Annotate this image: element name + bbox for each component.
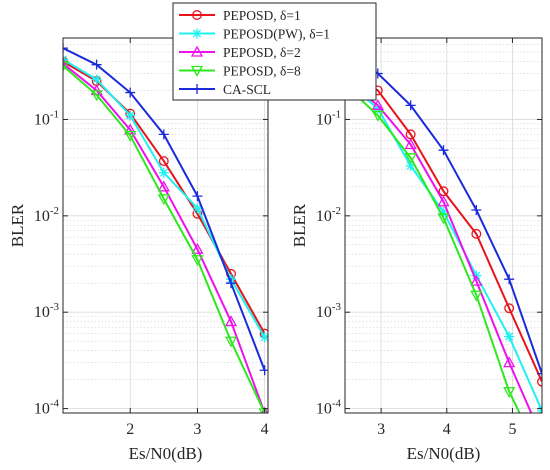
- legend-entry-4: CA-SCL: [179, 82, 271, 97]
- series-line-2: [63, 62, 266, 413]
- y-tick-label: 10-2: [316, 205, 341, 225]
- data-point-2-3: [437, 195, 450, 207]
- axes-frame-right: [344, 37, 543, 414]
- x-tick-label: 2: [126, 421, 134, 438]
- data-point-2-4: [191, 242, 204, 254]
- data-point-2-4: [470, 274, 483, 286]
- data-point-4-4: [192, 191, 203, 202]
- x-tick-label: 4: [261, 421, 269, 438]
- data-point-0-5: [504, 303, 515, 314]
- panel-left: 2 3 4 10-4 10-3 10-2 10-1 Es/N0(dB) BLER: [8, 37, 269, 463]
- legend-label: PEPOSD, δ=1: [223, 8, 301, 23]
- data-point-3-2: [124, 130, 137, 142]
- data-point-2-0: [63, 57, 70, 69]
- data-point-4-3: [158, 129, 169, 140]
- data-point-1-1: [372, 103, 383, 114]
- data-point-4-2: [125, 87, 136, 98]
- series-line-3: [63, 65, 266, 413]
- legend-entry-1: PEPOSD(PW), δ=1: [179, 27, 330, 42]
- data-point-4-5: [226, 278, 237, 289]
- data-point-2-1: [371, 99, 384, 111]
- data-point-4-2: [405, 100, 416, 111]
- data-point-0-3: [158, 156, 169, 167]
- series-line-2: [345, 78, 533, 413]
- x-axis-label-left: Es/N0(dB): [129, 444, 203, 463]
- data-point-4-4: [471, 204, 482, 215]
- data-point-1-4: [192, 203, 203, 214]
- y-axis-label-left: BLER: [8, 203, 27, 247]
- data-point-1-3: [158, 167, 169, 178]
- legend-label: CA-SCL: [223, 82, 271, 97]
- data-point-1-1: [91, 74, 102, 85]
- grid-right: [345, 38, 542, 413]
- legend-label: PEPOSD(PW), δ=1: [223, 27, 330, 42]
- data-point-2-3: [157, 180, 170, 192]
- data-point-3-2: [404, 153, 417, 165]
- data-point-4-1: [91, 59, 102, 70]
- data-point-1-6: [259, 332, 268, 343]
- data-point-4-6: [537, 368, 542, 379]
- data-point-3-3: [437, 213, 450, 225]
- legend-marker: [190, 45, 204, 57]
- data-point-3-1: [90, 90, 103, 102]
- legend-entry-0: PEPOSD, δ=1: [179, 8, 301, 23]
- data-point-3-1: [371, 110, 384, 122]
- y-tick-label: 10-4: [34, 398, 60, 418]
- legend-entry-3: PEPOSD, δ=8: [179, 64, 301, 79]
- data-point-3-0: [63, 61, 70, 73]
- data-point-1-3: [438, 206, 449, 217]
- legend-label: PEPOSD, δ=8: [223, 64, 301, 79]
- data-point-3-5: [224, 336, 238, 348]
- data-point-0-4: [471, 228, 482, 239]
- data-point-3-6: [537, 455, 547, 464]
- y-tick-label: 10-3: [316, 301, 342, 321]
- data-point-4-3: [438, 145, 449, 156]
- grid-left: [63, 38, 268, 413]
- ticks-right: 3 4 5 10-4 10-3 10-2 10-1: [316, 38, 542, 438]
- data-point-2-2: [124, 123, 137, 135]
- axes-frame-left: [62, 37, 269, 414]
- y-tick-label: 10-1: [34, 108, 59, 128]
- x-tick-label: 4: [443, 421, 451, 438]
- legend-entry-2: PEPOSD, δ=2: [179, 45, 301, 60]
- x-tick-label: 3: [377, 421, 385, 438]
- legend-marker: [192, 84, 202, 94]
- legend-marker: [192, 28, 202, 39]
- legend-label: PEPOSD, δ=2: [223, 45, 301, 60]
- data-point-1-2: [405, 160, 416, 171]
- y-tick-label: 10-1: [316, 108, 341, 128]
- data-point-4-0: [63, 43, 68, 54]
- data-point-4-5: [504, 274, 515, 285]
- data-point-3-4: [470, 290, 483, 302]
- data-point-3-5: [503, 386, 516, 398]
- legend-marker: [192, 10, 202, 20]
- data-point-3-4: [191, 255, 204, 267]
- series-line-3: [345, 83, 521, 413]
- y-tick-label: 10-2: [34, 205, 59, 225]
- y-tick-label: 10-3: [34, 301, 60, 321]
- data-point-0-6: [537, 376, 542, 387]
- panel-right: 3 4 5 10-4 10-3 10-2 10-1 Es/N0(dB) BLER: [290, 37, 547, 464]
- y-tick-label: 10-4: [316, 398, 342, 418]
- legend-marker: [190, 65, 204, 77]
- data-point-2-2: [404, 138, 417, 150]
- data-point-2-6: [537, 433, 547, 442]
- x-tick-label: 5: [508, 421, 516, 438]
- data-point-2-5: [224, 315, 238, 327]
- ticks-left: 2 3 4 10-4 10-3 10-2 10-1: [34, 38, 269, 438]
- y-axis-label-right: BLER: [290, 203, 309, 247]
- x-tick-label: 3: [193, 421, 201, 438]
- series-line-0: [345, 68, 542, 383]
- legend: PEPOSD, δ=1 PEPOSD(PW), δ=1 PEPOSD, δ=2 PEP…: [172, 2, 377, 101]
- series-group-right: [345, 47, 547, 464]
- data-point-1-5: [504, 331, 515, 342]
- data-point-2-5: [503, 356, 516, 368]
- data-point-3-3: [157, 194, 170, 206]
- x-axis-label-right: Es/N0(dB): [407, 444, 481, 463]
- series-group-left: [63, 43, 268, 413]
- data-point-1-2: [125, 110, 136, 121]
